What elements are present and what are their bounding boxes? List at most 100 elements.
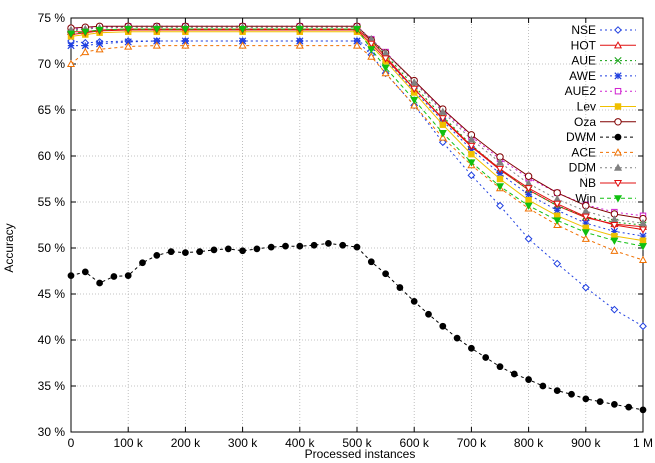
data-point <box>553 200 562 209</box>
data-point <box>610 237 619 245</box>
data-point <box>410 78 419 86</box>
series-line-ace <box>70 45 644 261</box>
legend-item-ddm: DDM <box>569 161 636 175</box>
data-point <box>124 38 132 46</box>
legend-label: DWM <box>566 130 596 144</box>
data-point <box>66 59 76 68</box>
axes: 0 100 k 200 k 300 k 400 k 500 k 600 k 700 k 800 … <box>38 11 653 450</box>
data-point <box>468 150 475 158</box>
data-point <box>610 305 619 314</box>
legend-item-oza: Oza <box>574 115 636 129</box>
y-tick-label: 65 % <box>38 103 66 117</box>
data-point <box>267 243 275 251</box>
data-point <box>639 406 647 414</box>
data-point <box>339 241 347 249</box>
data-point <box>639 232 647 240</box>
x-tick-label: 800 k <box>514 436 544 450</box>
data-point <box>467 171 476 180</box>
legend-label: Lev <box>577 100 596 114</box>
series-dwm <box>67 240 647 414</box>
x-tick-label: 700 k <box>457 436 487 450</box>
data-point <box>638 255 648 264</box>
legend-marker <box>613 195 623 203</box>
data-point <box>553 217 562 225</box>
data-point <box>638 243 648 251</box>
x-tick-label: 500 k <box>342 436 372 450</box>
x-tick-label: 0 <box>68 436 75 450</box>
data-point <box>524 234 533 243</box>
data-point <box>181 41 190 49</box>
data-point <box>167 248 175 256</box>
legend-label: AUE2 <box>565 84 597 98</box>
data-point <box>410 96 419 105</box>
data-point <box>295 41 304 49</box>
data-point <box>581 234 590 242</box>
data-point <box>439 121 447 128</box>
data-point <box>296 37 304 45</box>
series-line-ddm <box>70 26 644 224</box>
legend-item-lev: Lev <box>577 100 636 114</box>
data-point <box>110 273 118 280</box>
data-point <box>353 243 361 251</box>
data-point <box>611 401 618 408</box>
data-point <box>66 30 76 38</box>
data-point <box>410 297 418 305</box>
data-point <box>582 395 590 403</box>
data-point <box>153 37 161 45</box>
data-point <box>152 41 161 49</box>
legend-marker <box>613 148 623 156</box>
series-line-nb <box>70 29 644 231</box>
data-point <box>224 245 232 253</box>
legend-item-nb: NB <box>579 176 636 190</box>
data-point <box>367 46 376 54</box>
legend-label: NSE <box>571 23 596 37</box>
data-point <box>81 28 90 37</box>
data-point <box>353 37 361 45</box>
data-point <box>381 68 390 77</box>
y-tick-label: 50 % <box>38 241 66 255</box>
data-point <box>196 248 204 256</box>
legend-marker <box>614 87 622 95</box>
data-point <box>524 172 533 180</box>
x-tick-label: 400 k <box>285 436 315 450</box>
data-point <box>581 229 590 237</box>
data-point <box>467 135 476 143</box>
data-point <box>325 240 332 247</box>
data-point <box>153 251 161 259</box>
y-tick-label: 75 % <box>38 11 66 25</box>
data-point <box>438 129 447 138</box>
legend-label: NB <box>579 176 596 190</box>
data-point <box>238 37 247 45</box>
data-point <box>610 215 619 223</box>
data-point <box>182 249 189 256</box>
y-axis-label: Accuracy <box>2 223 16 272</box>
y-tick-label: 40 % <box>38 333 66 347</box>
legend-item-awe: AWE <box>569 69 636 83</box>
legend-item-dwm: DWM <box>566 130 636 144</box>
series-line-win <box>70 28 644 247</box>
legend-item-aue: AUE <box>571 54 636 68</box>
y-tick-label: 35 % <box>38 379 66 393</box>
series-line-oza <box>70 25 644 220</box>
x-axis-label: Processed instances <box>305 447 416 461</box>
data-point <box>81 268 89 276</box>
legend-marker <box>614 103 622 110</box>
data-point <box>438 115 447 123</box>
data-point <box>181 25 190 34</box>
data-point <box>253 245 261 253</box>
data-point <box>425 310 432 318</box>
data-point <box>582 219 590 227</box>
data-point <box>352 25 362 34</box>
data-point <box>610 221 619 230</box>
data-point <box>95 45 104 53</box>
y-tick-label: 60 % <box>38 149 66 163</box>
data-point <box>81 47 90 56</box>
legend-label: Win <box>575 191 596 205</box>
data-point <box>396 284 404 291</box>
legend-marker <box>614 72 622 80</box>
data-point <box>238 25 247 34</box>
data-point <box>410 101 419 109</box>
data-point <box>610 227 619 236</box>
data-point <box>295 25 304 34</box>
